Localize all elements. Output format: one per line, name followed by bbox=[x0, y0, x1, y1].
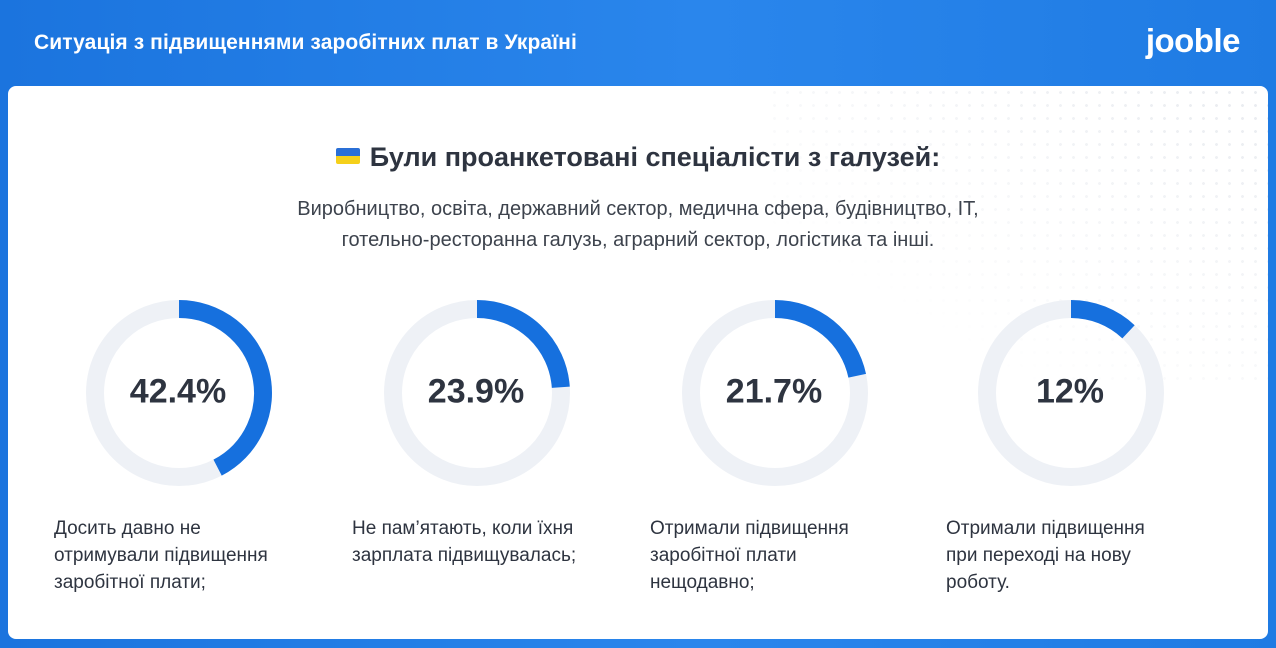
percent-value: 12% bbox=[1035, 372, 1105, 411]
industries-line-1: Виробництво, освіта, державний сектор, м… bbox=[297, 198, 979, 220]
industries-text: Виробництво, освіта, державний сектор, м… bbox=[8, 194, 1268, 256]
stat-label-line: Отримали підвищення bbox=[650, 518, 849, 539]
jooble-logo[interactable]: jooble bbox=[1145, 22, 1241, 59]
percent-value: 21.7% bbox=[725, 372, 823, 411]
industries-line-2: готельно-ресторанна галузь, аграрний сек… bbox=[341, 229, 935, 251]
stat-label-line: заробітної плати; bbox=[54, 572, 206, 593]
donut-segment bbox=[1070, 300, 1135, 339]
stat-label-line: Не пам’ятають, коли їхня bbox=[352, 518, 574, 539]
stat-label-line: зарплата підвищувалась; bbox=[352, 545, 577, 566]
content-card: Були проанкетовані спеціалісти з галузей… bbox=[8, 86, 1268, 639]
stat-label: Отримали підвищення заробітної плати нещ… bbox=[650, 515, 900, 596]
stat-label: Не пам’ятають, коли їхня зарплата підвищ… bbox=[352, 515, 602, 569]
stat-label-line: заробітної плати bbox=[650, 545, 797, 566]
donut-chart bbox=[978, 300, 1164, 486]
percent-value: 42.4% bbox=[129, 372, 227, 411]
stat-label-line: роботу. bbox=[946, 572, 1010, 593]
donut-chart bbox=[384, 300, 570, 486]
stat-label-line: нещодавно; bbox=[650, 572, 755, 593]
stat-item: 12% Отримали підвищення при переході на … bbox=[946, 300, 1218, 593]
stat-item: 23.9% Не пам’ятають, коли їхня зарплата … bbox=[352, 300, 624, 566]
stat-label-line: при переході на нову bbox=[946, 545, 1131, 566]
stat-label-line: Досить давно не bbox=[54, 518, 201, 539]
stat-item: 21.7% Отримали підвищення заробітної пла… bbox=[650, 300, 922, 593]
donut-chart bbox=[86, 300, 272, 486]
survey-heading: Були проанкетовані спеціалісти з галузей… bbox=[8, 142, 1268, 173]
donut-segment bbox=[178, 300, 272, 476]
donut-segment bbox=[476, 300, 570, 389]
stat-label: Досить давно не отримували підвищення за… bbox=[54, 515, 304, 596]
header-bar: Ситуація з підвищеннями заробітних плат … bbox=[0, 0, 1276, 86]
stat-item: 42.4% Досить давно не отримували підвище… bbox=[54, 300, 326, 593]
stat-label-line: Отримали підвищення bbox=[946, 518, 1145, 539]
donut-segment bbox=[774, 300, 867, 378]
survey-heading-text: Були проанкетовані спеціалісти з галузей… bbox=[369, 142, 941, 172]
stat-label: Отримали підвищення при переході на нову… bbox=[946, 515, 1196, 596]
donut-chart bbox=[682, 300, 868, 486]
page-title: Ситуація з підвищеннями заробітних плат … bbox=[34, 31, 577, 54]
stat-label-line: отримували підвищення bbox=[54, 545, 268, 566]
percent-value: 23.9% bbox=[427, 372, 525, 411]
ukraine-flag-icon bbox=[335, 148, 360, 164]
